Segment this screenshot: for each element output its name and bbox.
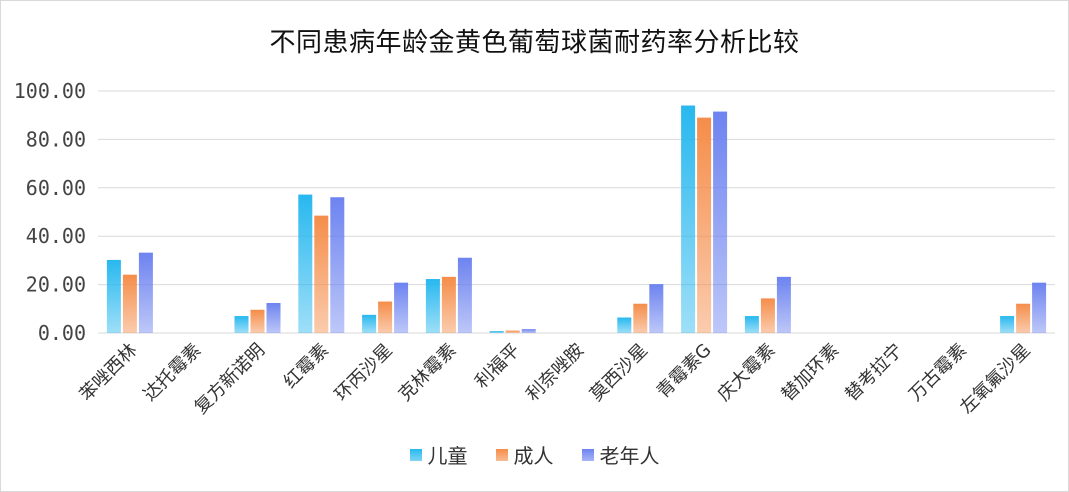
bar-老年人-复方新诺明 bbox=[266, 302, 281, 333]
bar-成人-红霉素 bbox=[314, 215, 329, 333]
bar-儿童-红霉素 bbox=[298, 194, 313, 333]
legend-label: 儿童 bbox=[427, 444, 468, 468]
bar-成人-环丙沙星 bbox=[378, 301, 393, 333]
y-tick-label: 60.00 bbox=[26, 176, 86, 200]
bar-老年人-克林霉素 bbox=[457, 257, 472, 333]
bar-老年人-环丙沙星 bbox=[394, 282, 409, 333]
legend: 儿童 成人 老年人 bbox=[0, 440, 1069, 469]
y-tick-label: 40.00 bbox=[26, 224, 86, 248]
x-category-label: 苯唑西林 bbox=[76, 340, 142, 406]
bars bbox=[106, 105, 1047, 334]
legend-label: 成人 bbox=[513, 444, 554, 468]
y-tick-label: 80.00 bbox=[26, 127, 86, 151]
bar-儿童-庆大霉素 bbox=[744, 316, 759, 333]
gridlines bbox=[98, 90, 1055, 334]
x-category-label: 克林霉素 bbox=[395, 340, 461, 406]
bar-成人-青霉素G bbox=[697, 117, 712, 334]
bar-成人-莫西沙星 bbox=[633, 303, 648, 333]
x-category-label: 万古霉素 bbox=[905, 340, 971, 406]
legend-item: 成人 bbox=[495, 440, 554, 469]
x-category-label: 替加环素 bbox=[777, 340, 843, 406]
bar-成人-苯唑西林 bbox=[122, 274, 137, 333]
bar-儿童-环丙沙星 bbox=[362, 314, 377, 333]
bar-儿童-左氧氟沙星 bbox=[1000, 316, 1015, 333]
bar-成人-庆大霉素 bbox=[760, 298, 775, 333]
legend-swatch bbox=[581, 448, 594, 461]
bar-老年人-左氧氟沙星 bbox=[1032, 282, 1047, 333]
x-category-label: 环丙沙星 bbox=[331, 340, 397, 406]
x-category-label: 替考拉宁 bbox=[841, 340, 907, 406]
bar-成人-利福平 bbox=[505, 330, 520, 333]
legend-label: 老年人 bbox=[599, 444, 660, 468]
legend-item: 老年人 bbox=[581, 440, 660, 469]
x-category-label: 达托霉素 bbox=[139, 340, 205, 406]
bar-老年人-红霉素 bbox=[330, 197, 345, 333]
y-tick-label: 20.00 bbox=[26, 273, 86, 297]
bar-老年人-苯唑西林 bbox=[138, 252, 153, 333]
y-tick-label: 100.00 bbox=[14, 79, 86, 103]
legend-item: 儿童 bbox=[409, 440, 468, 469]
x-category-label: 红霉素 bbox=[280, 340, 333, 393]
chart-title: 不同患病年龄金黄色葡萄球菌耐药率分析比较 bbox=[269, 28, 800, 58]
y-tick-label: 0.00 bbox=[38, 321, 86, 345]
x-category-label: 庆大霉素 bbox=[714, 340, 780, 406]
bar-儿童-克林霉素 bbox=[425, 279, 440, 333]
legend-swatch bbox=[495, 448, 508, 461]
x-category-label: 莫西沙星 bbox=[586, 340, 652, 406]
bar-老年人-利福平 bbox=[521, 329, 536, 333]
bar-成人-左氧氟沙星 bbox=[1016, 303, 1031, 333]
x-category-label: 利奈唑胺 bbox=[522, 340, 588, 406]
bar-儿童-青霉素G bbox=[681, 105, 696, 334]
bar-老年人-庆大霉素 bbox=[776, 276, 791, 333]
bar-儿童-苯唑西林 bbox=[106, 259, 121, 333]
x-category-label: 利福平 bbox=[471, 340, 524, 393]
x-category-label: 青霉素G bbox=[653, 340, 716, 403]
legend-swatch bbox=[409, 448, 422, 461]
y-axis-ticks: 0.00 20.00 40.00 60.00 80.00 100.00 bbox=[14, 79, 86, 345]
bar-儿童-复方新诺明 bbox=[234, 316, 249, 333]
bar-儿童-莫西沙星 bbox=[617, 317, 632, 333]
bar-成人-克林霉素 bbox=[441, 276, 456, 333]
bar-儿童-利福平 bbox=[489, 331, 504, 333]
bar-老年人-莫西沙星 bbox=[649, 284, 664, 333]
x-category-label: 左氧氟沙星 bbox=[956, 340, 1034, 418]
bar-老年人-青霉素G bbox=[713, 111, 728, 333]
x-category-label: 复方新诺明 bbox=[191, 340, 269, 418]
bar-成人-复方新诺明 bbox=[250, 309, 265, 333]
